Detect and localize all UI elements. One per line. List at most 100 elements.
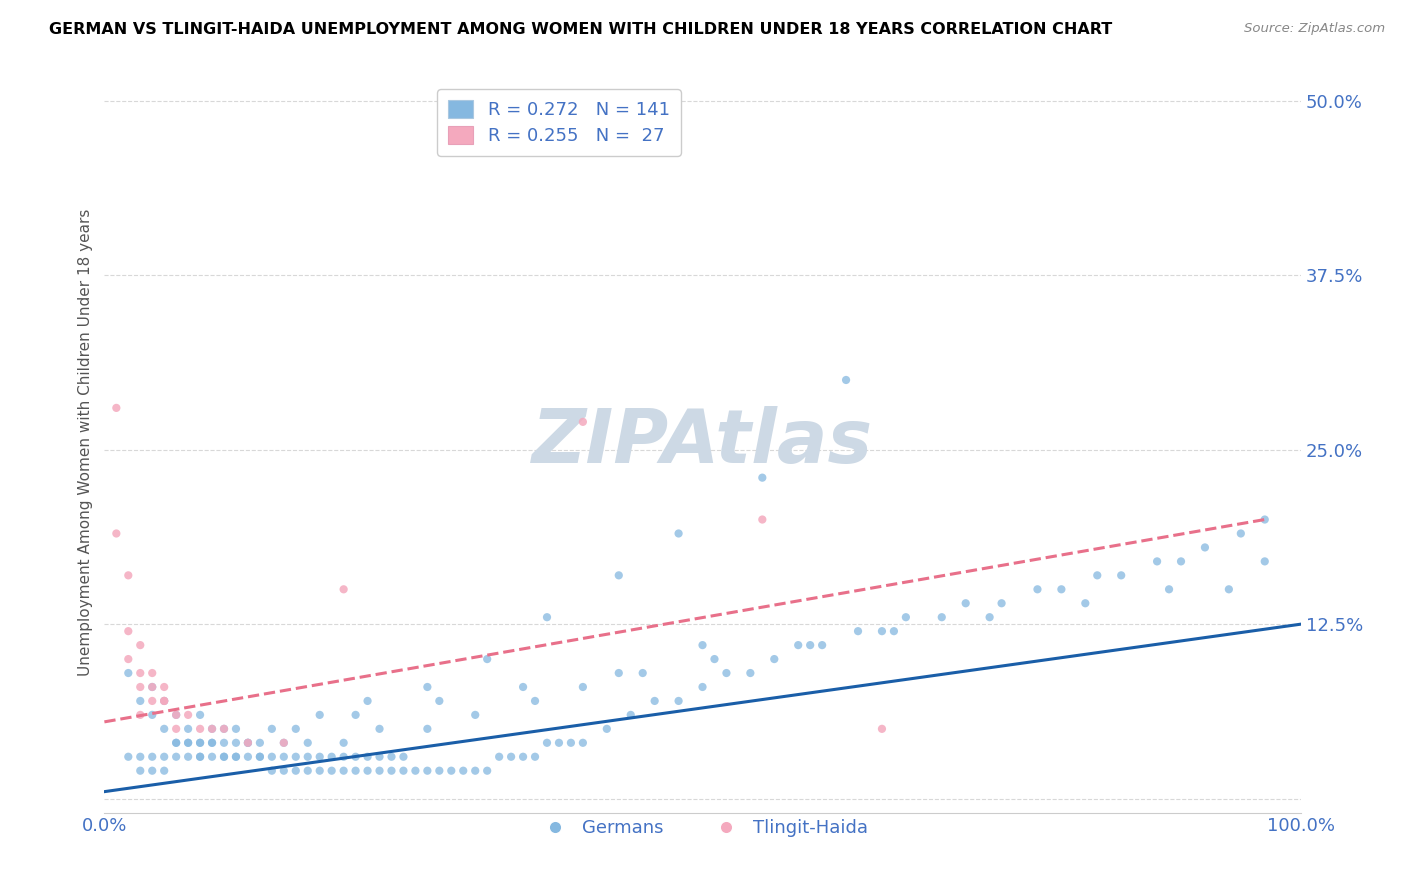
Point: [177, 736, 200, 750]
Point: [141, 680, 163, 694]
Point: [249, 749, 271, 764]
Point: [560, 736, 582, 750]
Point: [177, 722, 200, 736]
Point: [177, 707, 200, 722]
Point: [321, 764, 343, 778]
Point: [273, 764, 295, 778]
Point: [153, 749, 176, 764]
Point: [236, 749, 259, 764]
Point: [260, 749, 283, 764]
Point: [141, 666, 163, 681]
Point: [297, 764, 319, 778]
Point: [188, 722, 211, 736]
Point: [644, 694, 666, 708]
Point: [427, 764, 450, 778]
Point: [477, 764, 499, 778]
Point: [260, 722, 283, 736]
Point: [308, 707, 330, 722]
Point: [356, 749, 378, 764]
Point: [392, 764, 415, 778]
Point: [188, 736, 211, 750]
Point: [1109, 568, 1132, 582]
Point: [703, 652, 725, 666]
Point: [177, 736, 200, 750]
Point: [153, 694, 176, 708]
Point: [751, 470, 773, 484]
Point: [416, 722, 439, 736]
Point: [165, 749, 187, 764]
Point: [153, 694, 176, 708]
Point: [188, 707, 211, 722]
Point: [260, 764, 283, 778]
Point: [188, 749, 211, 764]
Point: [297, 736, 319, 750]
Point: [1194, 541, 1216, 555]
Point: [129, 707, 152, 722]
Point: [249, 749, 271, 764]
Point: [512, 680, 534, 694]
Point: [380, 764, 402, 778]
Point: [117, 749, 139, 764]
Point: [141, 694, 163, 708]
Point: [141, 707, 163, 722]
Point: [368, 749, 391, 764]
Point: [870, 722, 893, 736]
Point: [165, 736, 187, 750]
Point: [141, 680, 163, 694]
Point: [716, 666, 738, 681]
Point: [477, 652, 499, 666]
Point: [1146, 554, 1168, 568]
Point: [273, 749, 295, 764]
Point: [188, 736, 211, 750]
Point: [1230, 526, 1253, 541]
Point: [1218, 582, 1240, 597]
Point: [751, 512, 773, 526]
Point: [153, 722, 176, 736]
Point: [979, 610, 1001, 624]
Point: [536, 610, 558, 624]
Point: [201, 749, 224, 764]
Point: [284, 749, 307, 764]
Point: [488, 749, 510, 764]
Point: [225, 749, 247, 764]
Point: [368, 722, 391, 736]
Point: [416, 680, 439, 694]
Point: [165, 722, 187, 736]
Point: [607, 568, 630, 582]
Point: [129, 694, 152, 708]
Point: [1050, 582, 1073, 597]
Point: [273, 736, 295, 750]
Point: [212, 749, 235, 764]
Point: [212, 722, 235, 736]
Point: [356, 764, 378, 778]
Point: [129, 764, 152, 778]
Point: [835, 373, 858, 387]
Point: [692, 680, 714, 694]
Point: [141, 764, 163, 778]
Point: [212, 749, 235, 764]
Point: [524, 694, 547, 708]
Point: [572, 680, 595, 694]
Point: [416, 764, 439, 778]
Point: [668, 526, 690, 541]
Point: [332, 749, 354, 764]
Point: [284, 764, 307, 778]
Point: [870, 624, 893, 639]
Point: [225, 736, 247, 750]
Point: [811, 638, 834, 652]
Point: [955, 596, 977, 610]
Point: [846, 624, 869, 639]
Point: [344, 707, 367, 722]
Point: [249, 736, 271, 750]
Point: [1026, 582, 1049, 597]
Point: [141, 749, 163, 764]
Point: [501, 749, 523, 764]
Text: GERMAN VS TLINGIT-HAIDA UNEMPLOYMENT AMONG WOMEN WITH CHILDREN UNDER 18 YEARS CO: GERMAN VS TLINGIT-HAIDA UNEMPLOYMENT AMO…: [49, 22, 1112, 37]
Point: [129, 749, 152, 764]
Point: [236, 736, 259, 750]
Point: [225, 749, 247, 764]
Point: [165, 707, 187, 722]
Point: [763, 652, 786, 666]
Point: [153, 680, 176, 694]
Point: [740, 666, 762, 681]
